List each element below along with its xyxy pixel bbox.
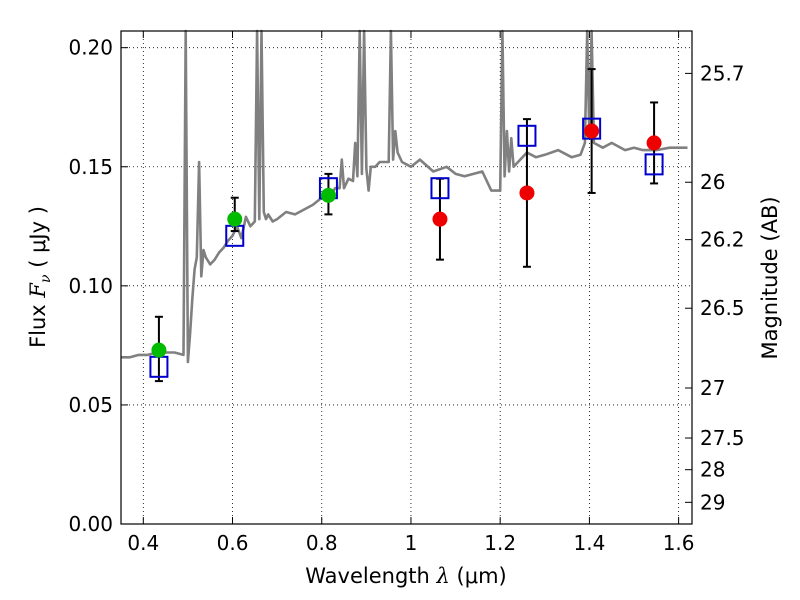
plot-frame (120, 30, 693, 525)
model-box-marker (644, 153, 664, 176)
x-tick-label: 1.2 (484, 531, 516, 555)
red-data-point (646, 135, 662, 151)
x-tick-label: 0.8 (306, 531, 338, 555)
y2-tick-label: 27.5 (700, 426, 745, 450)
green-data-point (151, 342, 167, 358)
green-data-point (320, 187, 336, 203)
red-data-point (584, 123, 600, 139)
tick-labels: 0.4 0.6 0.8 1 1.2 1.4 1.6 0.00 0.05 0.10 0.15 0.20 2… (68, 36, 744, 555)
y-tick-label: 0.05 (68, 393, 113, 417)
red-data-point (432, 211, 448, 227)
model-box-marker (517, 124, 537, 147)
y2-tick-label: 26 (700, 170, 725, 194)
x-tick-label: 1.6 (663, 531, 695, 555)
x-tick-label: 1.4 (573, 531, 605, 555)
x-tick-label: 0.6 (217, 531, 249, 555)
red-data-point (519, 185, 535, 201)
model-box-marker (430, 177, 450, 200)
y-tick-label: 0.10 (68, 274, 113, 298)
axis-ticks (121, 31, 692, 525)
measured-point-series (151, 123, 662, 358)
y2-axis-title: Magnitude (AB) (758, 196, 782, 359)
green-data-point (227, 211, 243, 227)
spectrum-series (121, 29, 688, 364)
y-tick-label: 0.20 (68, 36, 113, 60)
x-axis-title: Wavelength λ (μm) (305, 564, 506, 588)
y2-tick-label: 28 (700, 458, 725, 482)
y-tick-label: 0.00 (68, 512, 113, 536)
x-tick-label: 0.4 (127, 531, 159, 555)
y2-tick-label: 27 (700, 376, 725, 400)
model-box-series (149, 117, 664, 378)
y2-tick-label: 25.7 (700, 61, 745, 85)
spectrum-line (121, 29, 688, 364)
y2-tick-label: 29 (700, 490, 725, 514)
y-tick-label: 0.15 (68, 155, 113, 179)
y2-tick-label: 26.5 (700, 296, 745, 320)
grid (121, 31, 692, 525)
y-axis-title: Flux Fν ( μJy ) (26, 206, 54, 348)
model-box-marker (582, 117, 602, 140)
x-tick-label: 1 (405, 531, 418, 555)
y2-tick-label: 26.2 (700, 228, 745, 252)
